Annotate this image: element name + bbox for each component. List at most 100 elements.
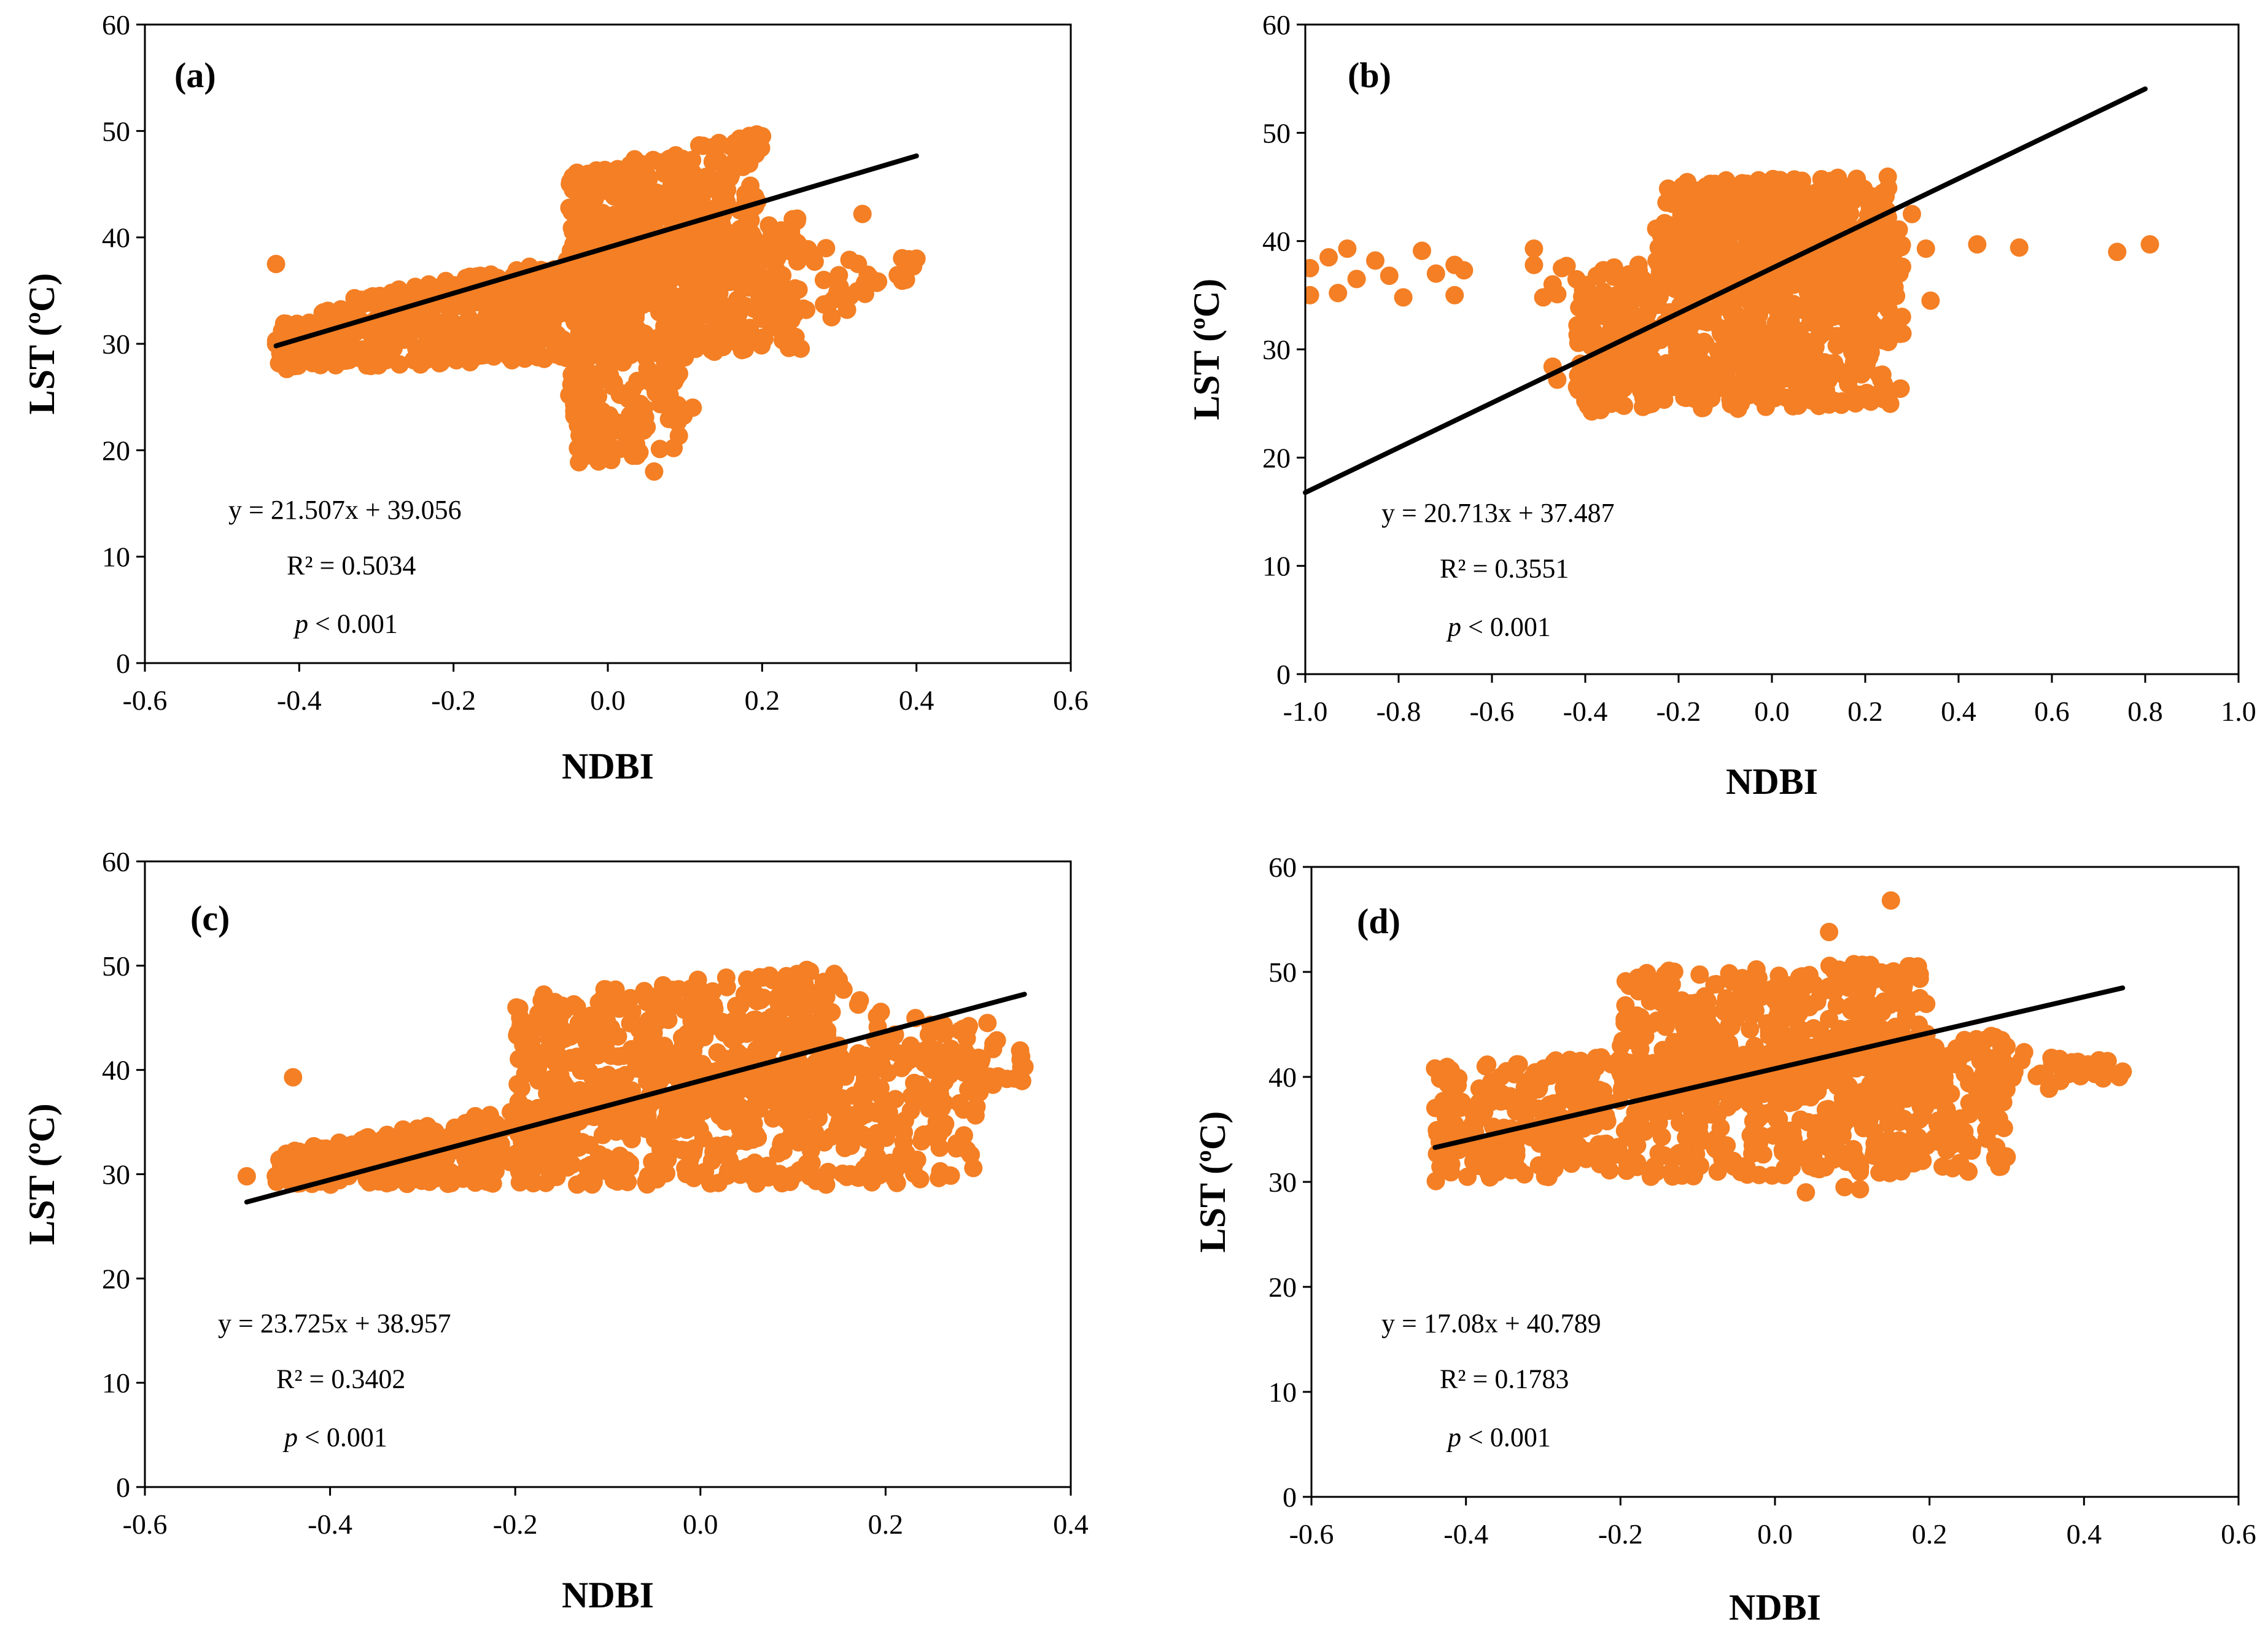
data-point <box>964 1159 982 1177</box>
data-point <box>960 1017 978 1035</box>
data-point <box>373 1130 392 1149</box>
data-point <box>2141 235 2159 254</box>
data-point <box>396 1169 414 1187</box>
data-point <box>670 427 688 445</box>
data-point <box>1572 319 1590 338</box>
data-point <box>970 1083 988 1101</box>
data-point <box>1586 1058 1605 1076</box>
data-point <box>722 166 740 184</box>
data-point <box>621 156 639 174</box>
data-point <box>667 368 686 387</box>
data-point <box>360 1173 379 1192</box>
data-point <box>833 979 852 998</box>
data-point <box>1825 392 1843 410</box>
data-point <box>1644 357 1663 376</box>
data-point <box>1573 287 1591 306</box>
data-point <box>1864 1102 1882 1120</box>
data-point <box>562 274 580 292</box>
x-tick-label: -0.4 <box>277 685 322 716</box>
data-point <box>584 1173 603 1191</box>
data-point <box>1652 329 1670 348</box>
data-point <box>1865 1146 1883 1165</box>
y-tick-label: 50 <box>102 950 130 982</box>
data-point <box>683 398 702 417</box>
data-point <box>611 336 629 354</box>
data-point <box>1619 1128 1637 1146</box>
data-point <box>289 1162 308 1180</box>
regression-equation: y = 23.725x + 38.957 <box>218 1308 451 1338</box>
data-point <box>715 244 734 263</box>
data-point <box>1925 1129 1944 1148</box>
data-point <box>1866 255 1885 274</box>
data-point <box>825 1070 844 1089</box>
y-tick-label: 50 <box>102 115 130 147</box>
data-point <box>806 988 825 1006</box>
data-point <box>710 152 728 170</box>
data-point <box>1693 378 1711 396</box>
data-point <box>766 249 785 267</box>
data-point <box>645 462 663 481</box>
data-point <box>624 446 642 465</box>
data-point <box>705 996 723 1015</box>
data-point <box>1917 239 1935 258</box>
data-point <box>572 1090 590 1108</box>
x-tick-label: 0.2 <box>868 1509 904 1540</box>
data-point <box>672 1141 691 1159</box>
data-point <box>1747 181 1765 199</box>
data-point <box>1558 257 1576 275</box>
data-point <box>1694 217 1712 236</box>
regression-equation: y = 21.507x + 39.056 <box>228 495 462 525</box>
x-tick-label: 0.6 <box>1053 685 1089 716</box>
p-threshold: < 0.001 <box>1461 612 1551 642</box>
data-point <box>1573 369 1591 387</box>
y-axis-title: LST (ºC) <box>21 1103 62 1245</box>
y-tick-label: 10 <box>102 1367 130 1399</box>
data-point <box>833 1089 852 1108</box>
data-point <box>785 982 803 1000</box>
data-point <box>856 1050 875 1068</box>
x-tick-label: -0.4 <box>1563 696 1608 727</box>
data-point <box>1666 1148 1684 1167</box>
x-tick-label: -0.2 <box>431 685 476 716</box>
data-point <box>1698 1103 1716 1122</box>
x-tick-label: -0.2 <box>493 1509 538 1540</box>
y-tick-label: 10 <box>102 542 130 573</box>
data-point <box>1470 1079 1489 1098</box>
data-point <box>1394 288 1413 306</box>
data-point <box>1523 1069 1541 1087</box>
data-point <box>680 1160 699 1178</box>
x-tick-label: -0.2 <box>1656 696 1701 727</box>
data-point <box>1944 1121 1963 1140</box>
data-point <box>1731 394 1750 413</box>
data-point <box>1990 1158 2008 1176</box>
data-point <box>578 1059 596 1078</box>
data-point <box>2108 243 2126 261</box>
x-tick-label: 0.2 <box>745 685 780 716</box>
data-point <box>1773 184 1792 202</box>
data-point <box>358 356 376 375</box>
data-point <box>1707 1140 1725 1159</box>
data-point <box>753 968 772 987</box>
p-threshold: < 0.001 <box>308 608 398 639</box>
data-point <box>647 384 665 402</box>
data-point <box>1767 299 1785 317</box>
data-point <box>1663 1167 1682 1186</box>
data-point <box>727 314 745 332</box>
data-point <box>2010 238 2029 257</box>
data-point <box>621 177 640 196</box>
data-point <box>597 1012 616 1030</box>
data-point <box>815 271 833 289</box>
x-tick-label: -0.6 <box>123 685 168 716</box>
data-point <box>510 1093 528 1111</box>
p-symbol: p <box>1446 612 1461 642</box>
y-tick-label: 0 <box>116 1472 130 1503</box>
data-point <box>641 279 659 298</box>
data-point <box>354 295 372 313</box>
data-point <box>238 1167 256 1186</box>
panel-label: (a) <box>174 55 216 95</box>
data-point <box>958 1046 976 1064</box>
data-point <box>1836 190 1854 208</box>
data-point <box>755 330 774 348</box>
data-point <box>1507 1146 1526 1165</box>
